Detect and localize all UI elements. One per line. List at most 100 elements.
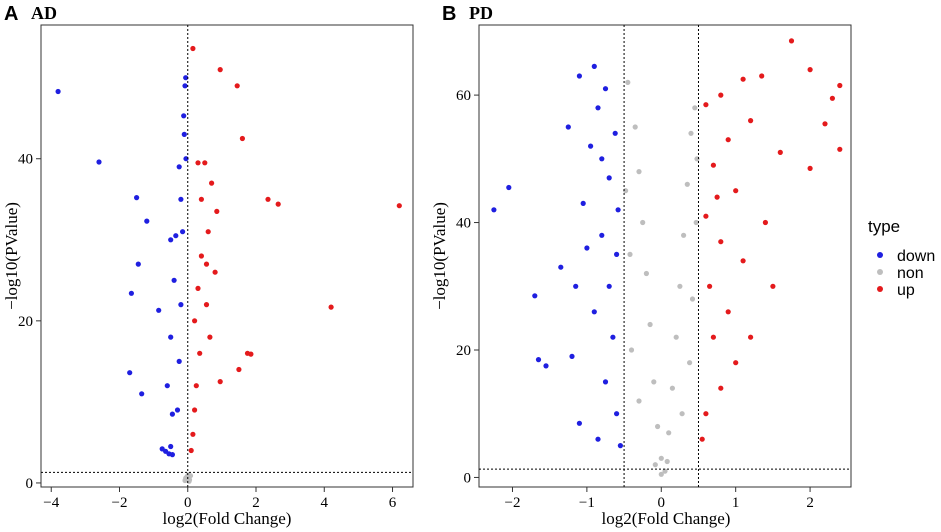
point-down-ad — [182, 83, 188, 89]
point-up-ad — [195, 285, 201, 291]
point-down-ad — [169, 452, 175, 458]
point-up-ad — [192, 407, 198, 413]
point-down-pd — [599, 156, 605, 162]
point-non-pd — [687, 360, 693, 366]
point-down-pd — [576, 73, 583, 79]
point-non-pd — [677, 283, 683, 289]
point-non-pd — [666, 430, 672, 436]
point-up-pd — [699, 436, 705, 442]
point-up-pd — [718, 239, 724, 245]
x-tick-label-ad: 4 — [321, 495, 329, 511]
x-tick-label-pd: 0 — [658, 495, 666, 511]
point-non-pd — [651, 379, 657, 385]
x-tick-label-ad: 0 — [184, 495, 192, 511]
point-up-ad — [193, 383, 199, 389]
legend-title: type — [868, 217, 900, 236]
point-down-pd — [543, 363, 549, 369]
point-non-pd — [627, 251, 633, 257]
point-up-pd — [714, 194, 720, 200]
legend-label-non: non — [897, 265, 924, 282]
x-axis-title-ad: log2(Fold Change) — [163, 509, 292, 528]
point-down-pd — [569, 353, 575, 359]
point-up-ad — [217, 67, 223, 73]
x-tick-label-pd: 2 — [806, 495, 814, 511]
point-down-ad — [96, 159, 102, 165]
point-up-pd — [703, 102, 709, 108]
point-down-pd — [614, 411, 620, 417]
point-down-ad — [168, 334, 174, 340]
point-up-pd — [718, 385, 724, 391]
point-down-ad — [156, 307, 162, 313]
x-tick-label-ad: 6 — [389, 495, 397, 511]
point-down-pd — [573, 283, 579, 289]
point-non-pd — [664, 458, 670, 465]
point-up-ad — [192, 318, 198, 324]
point-non-pd — [662, 468, 668, 474]
point-up-ad — [190, 45, 196, 52]
point-non-pd — [640, 219, 646, 226]
point-non-pd — [655, 423, 661, 430]
point-up-ad — [207, 334, 213, 340]
point-up-pd — [788, 38, 795, 44]
x-tick-label-ad: −4 — [43, 495, 59, 511]
point-up-pd — [725, 137, 731, 143]
point-down-ad — [55, 88, 61, 95]
legend-swatch-down — [877, 252, 883, 258]
point-non-pd — [688, 130, 694, 136]
point-down-pd — [506, 184, 512, 191]
point-down-ad — [173, 233, 179, 239]
point-down-ad — [178, 196, 184, 202]
point-non-pd — [684, 181, 690, 187]
point-down-pd — [491, 207, 497, 213]
point-up-pd — [740, 76, 746, 82]
panel-letter-b: B — [442, 3, 456, 25]
point-down-ad — [139, 391, 145, 397]
point-down-ad — [176, 164, 182, 170]
panel-title-pd: PD — [469, 3, 493, 23]
legend-label-up: up — [897, 282, 915, 299]
point-up-ad — [217, 379, 223, 385]
point-non-pd — [643, 270, 650, 277]
point-down-pd — [532, 293, 538, 299]
point-up-ad — [205, 229, 211, 235]
point-non-pd — [669, 385, 676, 391]
point-up-pd — [733, 360, 739, 366]
point-down-pd — [617, 443, 624, 449]
point-up-ad — [328, 304, 334, 310]
point-up-ad — [190, 431, 196, 437]
point-down-pd — [584, 245, 590, 251]
point-down-pd — [576, 420, 583, 426]
point-non-pd — [689, 296, 696, 302]
point-down-ad — [171, 277, 177, 283]
y-tick-label-ad: 0 — [26, 476, 34, 492]
point-up-pd — [703, 213, 709, 219]
point-up-ad — [198, 196, 204, 202]
point-down-pd — [565, 124, 571, 130]
plot-area-pd — [478, 24, 852, 488]
x-axis-title-pd: log2(Fold Change) — [602, 509, 731, 528]
point-down-pd — [610, 334, 616, 340]
point-up-ad — [214, 208, 220, 214]
y-axis-title-ad: −log10(PValue) — [2, 202, 21, 310]
legend-swatch-up — [877, 286, 883, 292]
point-down-ad — [178, 302, 184, 308]
point-down-pd — [599, 232, 605, 238]
point-down-pd — [535, 357, 542, 363]
point-up-pd — [740, 258, 746, 264]
point-up-ad — [203, 302, 210, 308]
point-down-ad — [180, 229, 186, 235]
x-tick-label-pd: 1 — [732, 495, 740, 511]
point-up-pd — [748, 334, 754, 340]
point-down-ad — [181, 131, 187, 137]
point-up-ad — [265, 196, 271, 202]
point-up-ad — [209, 180, 215, 186]
point-down-ad — [144, 218, 150, 224]
point-down-pd — [588, 143, 594, 149]
x-tick-label-ad: −2 — [112, 495, 128, 511]
point-non-pd — [632, 124, 638, 130]
y-axis-title-pd: −log10(PValue) — [430, 202, 449, 310]
point-up-ad — [239, 135, 245, 142]
point-up-pd — [718, 92, 724, 98]
point-up-ad — [203, 261, 210, 267]
